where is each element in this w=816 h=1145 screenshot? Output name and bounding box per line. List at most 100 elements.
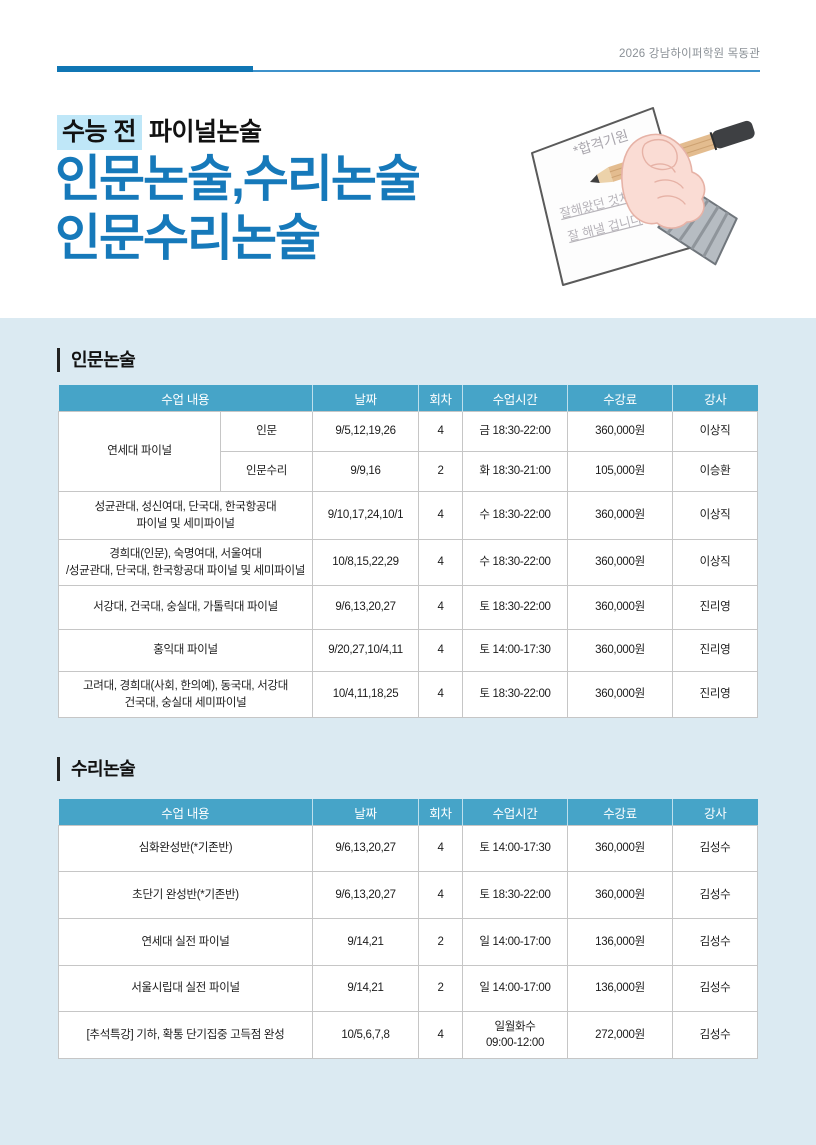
time-cell: 일 14:00-17:00	[462, 965, 568, 1012]
date-cell: 9/5,12,19,26	[312, 411, 420, 452]
course-cell: 서강대, 건국대, 숭실대, 가톨릭대 파이널	[57, 585, 314, 630]
course-cell: 초단기 완성반(*기존반)	[58, 871, 313, 919]
time-cell: 토 18:30-22:00	[462, 585, 569, 630]
writing-hand-illustration: *합격기원 잘해왔던 것처럼 잘 해낼 겁니다	[531, 107, 755, 286]
fee-cell: 360,000원	[567, 629, 674, 672]
table-row: [추석특강] 기하, 확통 단기집중 고득점 완성 10/5,6,7,8 4 일…	[58, 1011, 758, 1059]
table-row: 서울시립대 실전 파이널 9/14,21 2 일 14:00-17:00 136…	[58, 965, 758, 1012]
course-cell: 성균관대, 성신여대, 단국대, 한국항공대 파이널 및 세미파이널	[57, 491, 314, 540]
column-header-fee: 수강료	[567, 385, 673, 412]
date-cell: 9/6,13,20,27	[312, 871, 419, 919]
course-cell: 심화완성반(*기존반)	[58, 825, 313, 872]
column-header-time: 수업시간	[462, 385, 568, 412]
sessions-cell: 4	[418, 629, 464, 672]
teacher-cell: 김성수	[672, 1011, 758, 1059]
table-header-row: 수업 내용 날짜 회차 수업시간 수강료 강사	[58, 385, 758, 412]
course-cell: [추석특강] 기하, 확통 단기집중 고득점 완성	[58, 1011, 313, 1059]
fee-cell: 360,000원	[567, 871, 673, 919]
table-row: 연세대 파이널 인문 9/5,12,19,26 4 금 18:30-22:00 …	[58, 411, 759, 492]
date-cell: 10/4,11,18,25	[312, 671, 420, 718]
header-rule-thick	[57, 66, 253, 72]
table-row: 경희대(인문), 숙명여대, 서울여대 /성균관대, 단국대, 한국항공대 파이…	[57, 539, 759, 586]
course-cell: 홍익대 파이널	[57, 629, 314, 672]
column-header-date: 날짜	[312, 799, 419, 826]
course-cell: 경희대(인문), 숙명여대, 서울여대 /성균관대, 단국대, 한국항공대 파이…	[57, 539, 314, 586]
sessions-cell: 4	[418, 671, 464, 718]
time-cell: 수 18:30-22:00	[462, 491, 569, 540]
teacher-cell: 이상직	[672, 411, 759, 452]
sessions-cell: 4	[418, 491, 464, 540]
fee-cell: 360,000원	[567, 491, 674, 540]
column-header-teacher: 강사	[672, 385, 758, 412]
schedule-table-math: 수업 내용 날짜 회차 수업시간 수강료 강사 심화완성반(*기존반) 9/6,…	[58, 799, 758, 1059]
date-cell: 9/6,13,20,27	[312, 585, 420, 630]
time-cell: 금 18:30-22:00	[462, 411, 569, 452]
sessions-cell: 4	[418, 539, 464, 586]
fee-cell: 105,000원	[567, 451, 674, 492]
hero-badge: 수능 전 파이널논술	[57, 112, 262, 150]
course-cell: 고려대, 경희대(사회, 한의예), 동국대, 서강대 건국대, 숭실대 세미파…	[57, 671, 314, 718]
teacher-cell: 이상직	[672, 539, 759, 586]
course-group-cell: 연세대 파이널	[58, 411, 221, 492]
teacher-cell: 김성수	[672, 871, 758, 919]
sessions-cell: 4	[418, 1011, 463, 1059]
time-cell: 일 14:00-17:00	[462, 918, 568, 966]
fee-cell: 136,000원	[567, 965, 673, 1012]
time-cell: 토 14:00-17:30	[462, 825, 568, 872]
fee-cell: 360,000원	[567, 585, 674, 630]
course-subject-cell: 인문	[219, 411, 314, 452]
date-cell: 10/5,6,7,8	[312, 1011, 419, 1059]
hero-badge-plain: 파이널논술	[148, 118, 262, 146]
date-cell: 9/20,27,10/4,11	[312, 629, 420, 672]
sessions-cell: 2	[418, 451, 464, 492]
column-header-sessions: 회차	[418, 799, 463, 826]
teacher-cell: 진리영	[672, 671, 759, 718]
column-header-teacher: 강사	[672, 799, 758, 826]
fee-cell: 272,000원	[567, 1011, 673, 1059]
teacher-cell: 김성수	[672, 825, 758, 872]
table-row: 성균관대, 성신여대, 단국대, 한국항공대 파이널 및 세미파이널 9/10,…	[57, 491, 759, 540]
table-row: 연세대 실전 파이널 9/14,21 2 일 14:00-17:00 136,0…	[58, 918, 758, 966]
date-cell: 9/14,21	[312, 918, 419, 966]
sessions-cell: 4	[418, 871, 463, 919]
date-cell: 9/10,17,24,10/1	[312, 491, 420, 540]
fee-cell: 360,000원	[567, 671, 674, 718]
fee-cell: 136,000원	[567, 918, 673, 966]
page-title: 인문논술,수리논술 인문수리논술	[55, 150, 421, 268]
sessions-cell: 4	[418, 585, 464, 630]
teacher-cell: 진리영	[672, 585, 759, 630]
page-title-line1: 인문논술,수리논술	[55, 151, 421, 207]
sessions-cell: 2	[418, 918, 463, 966]
table-row: 고려대, 경희대(사회, 한의예), 동국대, 서강대 건국대, 숭실대 세미파…	[57, 671, 759, 718]
column-header-fee: 수강료	[567, 799, 673, 826]
teacher-cell: 진리영	[672, 629, 759, 672]
table-row: 초단기 완성반(*기존반) 9/6,13,20,27 4 토 18:30-22:…	[58, 871, 758, 919]
table-row: 심화완성반(*기존반) 9/6,13,20,27 4 토 14:00-17:30…	[58, 825, 758, 872]
column-header-sessions: 회차	[418, 385, 463, 412]
schedule-table-humanities: 수업 내용 날짜 회차 수업시간 수강료 강사 연세대 파이널 인문 9/5,1…	[57, 385, 759, 718]
teacher-cell: 이승환	[672, 451, 759, 492]
section-title-math: 수리논술	[57, 757, 136, 781]
date-cell: 9/14,21	[312, 965, 419, 1012]
teacher-cell: 이상직	[672, 491, 759, 540]
sessions-cell: 4	[418, 825, 463, 872]
table-header-row: 수업 내용 날짜 회차 수업시간 수강료 강사	[58, 799, 758, 826]
column-header-date: 날짜	[312, 385, 419, 412]
sessions-cell: 2	[418, 965, 463, 1012]
header-rule	[57, 66, 760, 72]
time-cell: 토 18:30-22:00	[462, 871, 568, 919]
column-header-content: 수업 내용	[58, 385, 313, 412]
time-cell: 수 18:30-22:00	[462, 539, 569, 586]
course-subject-cell: 인문수리	[219, 451, 314, 492]
header-rule-thin	[57, 70, 760, 72]
academy-watermark: 2026 강남하이퍼학원 목동관	[619, 48, 760, 60]
column-header-time: 수업시간	[462, 799, 568, 826]
table-row: 인문수리 9/9,16 2 화 18:30-21:00 105,000원 이승환	[59, 451, 759, 492]
teacher-cell: 김성수	[672, 965, 758, 1012]
sessions-cell: 4	[418, 411, 464, 452]
column-header-content: 수업 내용	[58, 799, 313, 826]
fee-cell: 360,000원	[567, 539, 674, 586]
date-cell: 9/6,13,20,27	[312, 825, 419, 872]
time-cell: 일월화수 09:00-12:00	[462, 1011, 568, 1059]
